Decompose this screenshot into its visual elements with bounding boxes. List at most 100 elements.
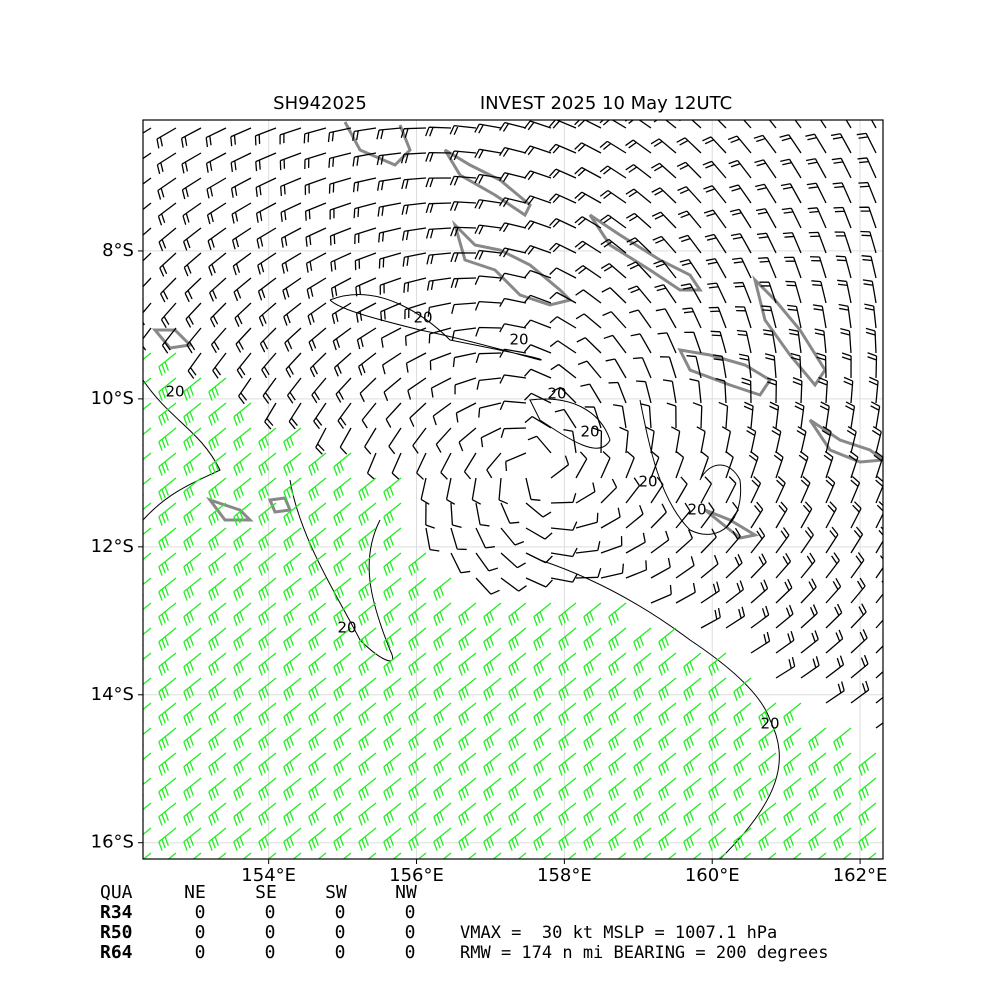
wind-barb xyxy=(258,452,277,476)
wind-barb xyxy=(206,177,227,199)
wind-barb xyxy=(475,552,499,572)
wind-barb xyxy=(283,477,302,501)
wind-barb xyxy=(850,526,864,554)
wind-barb xyxy=(258,727,277,751)
wind-barb xyxy=(805,158,827,179)
wind-barb xyxy=(825,501,837,529)
wind-barb xyxy=(600,563,625,579)
wind-barb xyxy=(407,377,427,400)
wind-barb xyxy=(750,553,767,579)
wind-barb xyxy=(558,702,577,726)
wind-barb xyxy=(575,512,599,529)
wind-barb xyxy=(474,300,502,311)
wind-barb xyxy=(558,677,577,701)
wind-barb xyxy=(811,280,827,304)
wind-barb xyxy=(508,627,527,651)
wind-barb xyxy=(158,227,177,252)
coastline xyxy=(677,348,773,397)
wind-barb xyxy=(483,802,502,826)
wind-barb xyxy=(258,702,277,726)
wind-barb xyxy=(425,177,452,188)
wind-barb xyxy=(833,727,852,751)
wind-barb xyxy=(333,352,352,377)
wind-barb xyxy=(403,277,427,293)
wind-barb xyxy=(433,602,452,626)
wind-barb xyxy=(159,277,177,303)
wind-barb xyxy=(575,482,596,504)
wind-barb xyxy=(255,177,277,197)
wind-barb xyxy=(433,702,452,726)
wind-barb xyxy=(741,377,752,404)
wind-barb xyxy=(283,677,302,701)
wind-barb xyxy=(633,752,652,776)
wind-barb xyxy=(255,152,277,172)
wind-barb xyxy=(549,316,577,329)
wind-barb xyxy=(821,426,832,454)
wind-barb xyxy=(158,802,177,826)
wind-barb xyxy=(355,302,377,323)
wind-barb xyxy=(754,159,777,179)
wind-barb xyxy=(255,202,277,223)
wind-barb xyxy=(780,158,802,179)
wind-barb xyxy=(549,218,577,229)
wind-barb xyxy=(433,627,452,651)
wind-barb xyxy=(627,285,652,304)
wind-barb xyxy=(258,502,277,526)
wind-barb xyxy=(358,752,377,776)
wind-barb xyxy=(825,526,839,554)
coastline xyxy=(205,497,254,522)
wind-barb xyxy=(308,602,327,626)
wind-barb xyxy=(158,427,177,451)
wind-barb xyxy=(508,677,527,701)
wind-barb xyxy=(758,752,777,776)
wind-barb xyxy=(651,162,677,179)
wind-barb xyxy=(783,752,802,776)
wind-barb xyxy=(376,152,402,166)
wind-barb xyxy=(183,802,202,826)
wind-barb xyxy=(158,577,177,601)
wind-barb xyxy=(658,652,677,676)
wind-barb xyxy=(279,127,302,145)
wind-barb xyxy=(358,702,377,726)
wind-barb xyxy=(258,652,277,676)
wind-barb xyxy=(180,127,202,148)
wind-barb xyxy=(233,277,252,302)
wind-barb xyxy=(833,752,852,776)
wind-barb xyxy=(551,386,577,404)
wind-barb xyxy=(333,502,352,526)
wind-barb xyxy=(577,360,602,379)
wind-barb xyxy=(708,827,727,851)
wind-barb xyxy=(508,702,527,726)
wind-barb xyxy=(650,530,670,554)
table-cell: 0 xyxy=(405,902,416,923)
wind-barb xyxy=(830,133,852,154)
wind-barb xyxy=(231,202,252,224)
wind-barb xyxy=(283,602,302,626)
wind-barb xyxy=(608,602,627,626)
wind-barb xyxy=(238,377,252,405)
wind-barb xyxy=(600,263,627,279)
wind-barb xyxy=(391,452,402,480)
row-label: R34 xyxy=(100,902,133,923)
y-tick-label: 8°S xyxy=(102,240,134,261)
wind-barb xyxy=(483,652,502,676)
wind-barb xyxy=(333,752,352,776)
wind-barb xyxy=(633,827,652,851)
wind-barb xyxy=(284,327,302,352)
wind-barb xyxy=(158,402,177,426)
wind-barb xyxy=(575,451,588,479)
wind-barb xyxy=(352,152,377,167)
wind-barb xyxy=(433,752,452,776)
wind-barb xyxy=(725,580,745,604)
wind-barb xyxy=(474,249,502,260)
wind-barb xyxy=(377,177,402,191)
wind-barb xyxy=(807,207,827,229)
wind-barb xyxy=(328,152,352,168)
wind-barb xyxy=(708,652,727,676)
wind-barb xyxy=(850,629,868,654)
wind-barb xyxy=(433,652,452,676)
wind-barb xyxy=(655,308,677,329)
wind-barb xyxy=(683,802,702,826)
wind-barb xyxy=(626,237,652,254)
wind-barb xyxy=(232,252,252,276)
